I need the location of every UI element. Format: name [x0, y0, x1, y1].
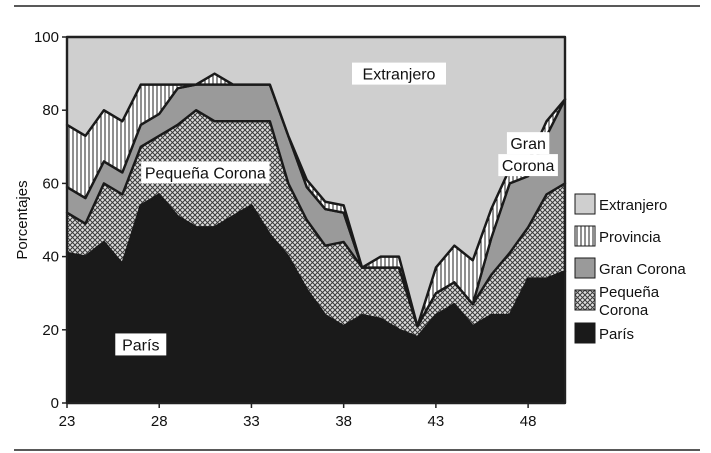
area-annotations: Extranjero Gran Corona Pequeña Corona París — [115, 62, 558, 356]
x-tick-label: 43 — [428, 413, 445, 430]
annotation-background — [352, 62, 446, 85]
annotation-background — [115, 333, 167, 356]
annotation-background — [506, 132, 550, 155]
y-axis: 0 20 40 60 80 100 — [34, 29, 67, 412]
x-tick-label: 33 — [243, 413, 260, 430]
y-tick-label: 100 — [34, 29, 59, 46]
annotation-pequena-corona: Pequeña Corona — [145, 165, 266, 182]
legend-label-pequena-corona: Pequeña Corona — [599, 284, 660, 319]
y-axis-title: Porcentajes — [14, 180, 31, 259]
legend: Extranjero Provincia Gran Corona Pequeña Cor… — [574, 193, 686, 344]
legend-label-paris: París — [599, 326, 634, 343]
y-tick-label: 60 — [42, 175, 59, 192]
legend-swatch-provincia — [574, 225, 596, 247]
legend-swatch-gran-corona — [574, 257, 596, 279]
x-tick-label: 38 — [335, 413, 352, 430]
annotation-gran: Gran — [510, 136, 546, 153]
legend-swatch-pequena-corona — [574, 289, 596, 311]
annotation-background — [498, 154, 558, 177]
x-tick-label: 48 — [520, 413, 537, 430]
plot-frame — [66, 36, 566, 404]
legend-label-gran-corona: Gran Corona — [599, 261, 686, 278]
x-axis: 23 28 33 38 43 48 — [59, 403, 537, 430]
annotation-background — [141, 161, 270, 184]
legend-label-provincia: Provincia — [599, 229, 661, 246]
y-tick-label: 0 — [51, 395, 59, 412]
legend-label-extranjero: Extranjero — [599, 197, 667, 214]
y-tick-label: 80 — [42, 102, 59, 119]
annotation-paris: París — [122, 337, 159, 354]
annotation-extranjero: Extranjero — [363, 67, 436, 84]
x-tick-label: 28 — [151, 413, 168, 430]
y-tick-label: 40 — [42, 249, 59, 266]
y-tick-label: 20 — [42, 322, 59, 339]
x-tick-label: 23 — [59, 413, 76, 430]
legend-swatch-extranjero — [574, 193, 596, 215]
legend-swatch-paris — [574, 322, 596, 344]
annotation-corona: Corona — [502, 158, 555, 175]
